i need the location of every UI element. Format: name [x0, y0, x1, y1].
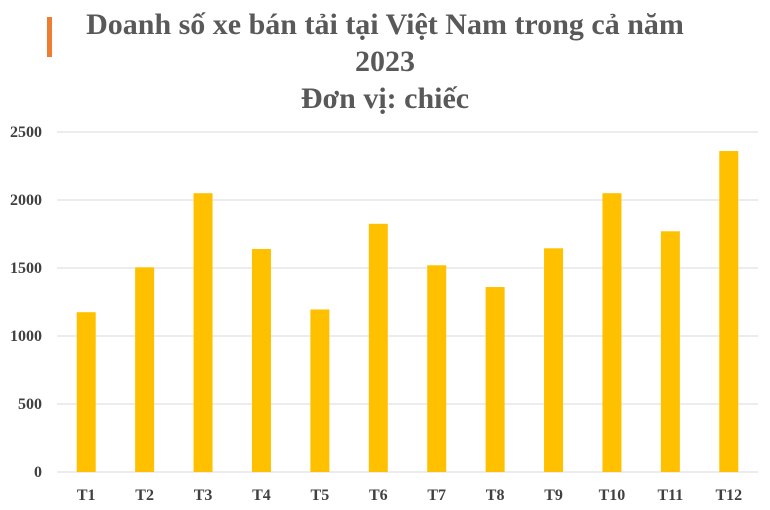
gridlines [57, 131, 758, 473]
chart-title: Doanh số xe bán tải tại Việt Nam trong c… [60, 6, 710, 117]
bar-t3 [193, 193, 213, 472]
title-line-1: Doanh số xe bán tải tại Việt Nam trong c… [86, 8, 684, 41]
title-line-2: 2023 [355, 45, 415, 78]
y-tick-label: 2000 [10, 192, 42, 209]
title-line-3: Đơn vị: chiếc [300, 82, 470, 115]
x-axis-category-labels: T1 T2 T3 T4 T5 T6 T7 T8 T9 T10 T11 T12 [77, 487, 742, 504]
bar-t6 [368, 223, 388, 472]
bars [76, 151, 739, 473]
x-category-label: T4 [252, 487, 271, 504]
bar-t8 [485, 287, 505, 472]
x-category-label: T6 [369, 487, 388, 504]
bar-t9 [544, 248, 564, 472]
bar-t2 [135, 267, 155, 472]
bar-t5 [310, 309, 330, 472]
y-tick-label: 1500 [10, 260, 42, 277]
x-category-label: T9 [544, 487, 563, 504]
y-axis-tick-labels: 0 500 1000 1500 2000 2500 [10, 124, 42, 481]
bar-t4 [251, 248, 271, 472]
x-category-label: T5 [311, 487, 330, 504]
y-tick-label: 1000 [10, 328, 42, 345]
x-category-label: T11 [657, 487, 683, 504]
bar-t7 [427, 265, 447, 472]
y-tick-label: 2500 [10, 124, 42, 141]
x-category-label: T7 [427, 487, 446, 504]
bar-t10 [602, 193, 622, 472]
bar-t1 [76, 312, 96, 472]
y-tick-label: 500 [18, 396, 42, 413]
x-category-label: T12 [715, 487, 742, 504]
x-category-label: T2 [135, 487, 154, 504]
bar-t12 [719, 151, 739, 473]
x-category-label: T1 [77, 487, 96, 504]
x-category-label: T10 [599, 487, 626, 504]
y-tick-label: 0 [34, 464, 42, 481]
bar-t11 [660, 231, 680, 472]
x-category-label: T3 [194, 487, 213, 504]
x-category-label: T8 [486, 487, 505, 504]
title-accent-bar [47, 17, 52, 57]
